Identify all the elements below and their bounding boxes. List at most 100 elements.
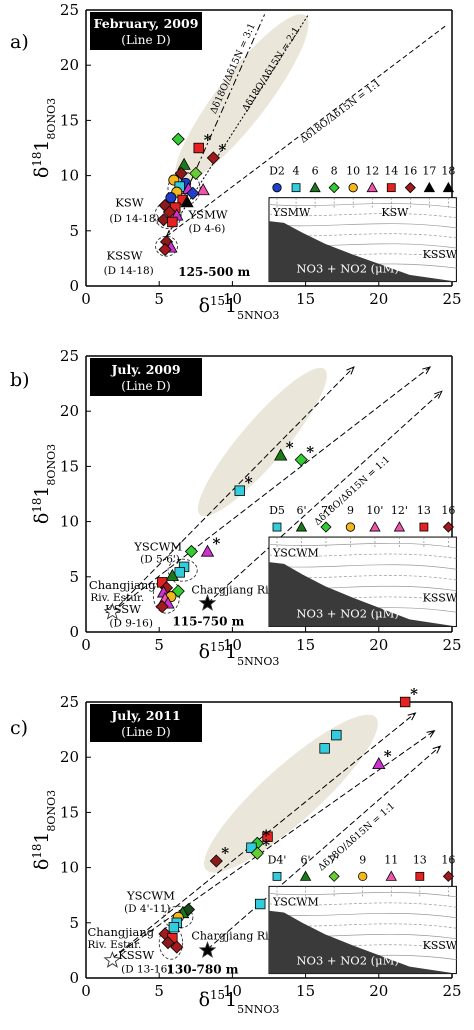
data-point [319, 743, 330, 754]
trend-arrowhead [426, 729, 436, 738]
trend-arrowhead [407, 712, 417, 721]
y-tick-label: 0 [69, 969, 79, 987]
x-tick-label: 15 [296, 290, 315, 308]
water-mass-stations: Riv. Estur. [87, 939, 141, 951]
water-mass-label: YSMW [187, 208, 227, 222]
x-tick-label: 0 [81, 290, 91, 308]
water-mass-label: KSSW [106, 249, 142, 263]
legend-marker [385, 870, 397, 881]
x-tick-label: 0 [81, 982, 91, 1000]
water-mass-stations: (D 14-18) [104, 265, 154, 277]
legend-marker [423, 181, 436, 193]
legend-marker [415, 871, 425, 881]
panel-letter: a) [10, 31, 29, 53]
x-tick-label: 15 [296, 636, 315, 654]
water-mass-stations: (D 4'-11) [124, 903, 170, 915]
inset-water-mass-label: KSSW [423, 939, 458, 952]
data-point [184, 544, 198, 558]
annotation-label: Chargjiang Riv. [191, 929, 277, 942]
legend-station-label: 6 [312, 165, 319, 178]
estuary-star-marker [103, 602, 122, 620]
data-point [206, 151, 220, 165]
legend-station-label: 6' [296, 504, 306, 517]
chart-subtitle: (Line D) [121, 33, 170, 47]
water-mass-label: YSCWM [126, 889, 175, 903]
inset-water-mass-label: KSSW [423, 248, 458, 261]
depth-range-label: 115-750 m [172, 614, 244, 628]
legend-station-label: 8 [331, 165, 338, 178]
seafloor [269, 910, 457, 974]
inset-caption: NO3 + NO2 (μM) [296, 606, 398, 620]
y-tick-label: 5 [69, 222, 79, 240]
significance-asterisk: * [221, 844, 229, 862]
x-tick-label: 5 [154, 982, 164, 1000]
legend-station-label: 9 [359, 853, 366, 866]
legend-station-label: 18 [441, 165, 455, 178]
data-point [255, 898, 266, 910]
trend-line [112, 366, 431, 613]
contour-line [268, 902, 457, 908]
depth-range-label: 130-780 m [167, 963, 239, 977]
significance-asterisk: * [218, 141, 226, 159]
legend-marker [366, 181, 378, 193]
data-point [165, 568, 180, 581]
data-point [246, 842, 257, 853]
x-axis-label: δ1515NNO3 [199, 294, 280, 322]
significance-asterisk: * [262, 826, 270, 844]
y-tick-label: 25 [60, 693, 79, 711]
data-point [294, 453, 308, 467]
data-point [171, 132, 185, 146]
significance-asterisk: * [213, 534, 221, 552]
inset-caption: NO3 + NO2 (μM) [296, 262, 398, 276]
significance-asterisk: * [262, 836, 270, 854]
legend-marker [419, 522, 429, 532]
x-tick-label: 5 [154, 636, 164, 654]
legend-marker [442, 181, 455, 193]
trend-line-label: Δδ18O/Δδ15N = 1:1 [298, 78, 383, 146]
data-point [200, 544, 215, 557]
y-tick-label: 15 [60, 457, 79, 475]
water-mass-label: KSSW [118, 948, 154, 962]
legend-station-label: D4' [268, 853, 287, 866]
trend-arrowhead [434, 390, 443, 399]
chart-subtitle: (Line D) [121, 379, 170, 393]
denitrification-band [175, 14, 309, 183]
legend-station-label: 9 [347, 504, 354, 517]
legend-marker [291, 183, 301, 193]
inset-water-mass-label: YSCWM [272, 547, 319, 560]
denitrification-band [197, 367, 327, 517]
water-mass-stations: (D 4-6) [188, 223, 225, 235]
trend-arrowhead [346, 366, 355, 375]
x-tick-label: 25 [442, 636, 461, 654]
legend-station-label: 16 [403, 165, 417, 178]
y-axis-label: δ1818ONO3 [30, 98, 58, 178]
data-point [180, 195, 194, 208]
legend-marker [358, 871, 368, 882]
legend-marker [393, 521, 406, 532]
water-mass-label: Changjiang [89, 578, 156, 592]
section-inset: YSCWM KSSW NO3 + NO2 (μM) [268, 536, 458, 627]
y-axis-label: δ1818ONO3 [30, 444, 58, 524]
legend-marker [328, 870, 340, 882]
x-tick-label: 20 [369, 290, 388, 308]
chart-subtitle: (Line D) [121, 725, 170, 739]
legend-station-label: 7' [321, 504, 331, 517]
panel-c: c)Δδ18O/Δδ15N = 1:10 5 10 15 20 250510152025δ… [10, 685, 462, 1016]
water-mass-circle [167, 558, 198, 582]
water-mass-label: KSW [115, 196, 143, 210]
data-point [193, 142, 204, 154]
title-box: July. 2009 (Line D) [90, 358, 202, 396]
data-point [158, 243, 172, 257]
inset-water-mass-label: KSSW [423, 591, 458, 604]
inset-water-mass-label: YSMW [272, 206, 311, 219]
significance-asterisk: * [384, 747, 392, 765]
denitrification-band [204, 714, 378, 873]
contour-line [268, 213, 457, 219]
x-tick-label: 10 [223, 636, 242, 654]
title-box-bg [90, 12, 202, 50]
data-point [250, 846, 264, 860]
legend-station-label: 6' [301, 853, 311, 866]
y-tick-label: 20 [60, 56, 79, 74]
significance-asterisk: * [204, 131, 212, 149]
panel-letter: b) [10, 369, 30, 391]
